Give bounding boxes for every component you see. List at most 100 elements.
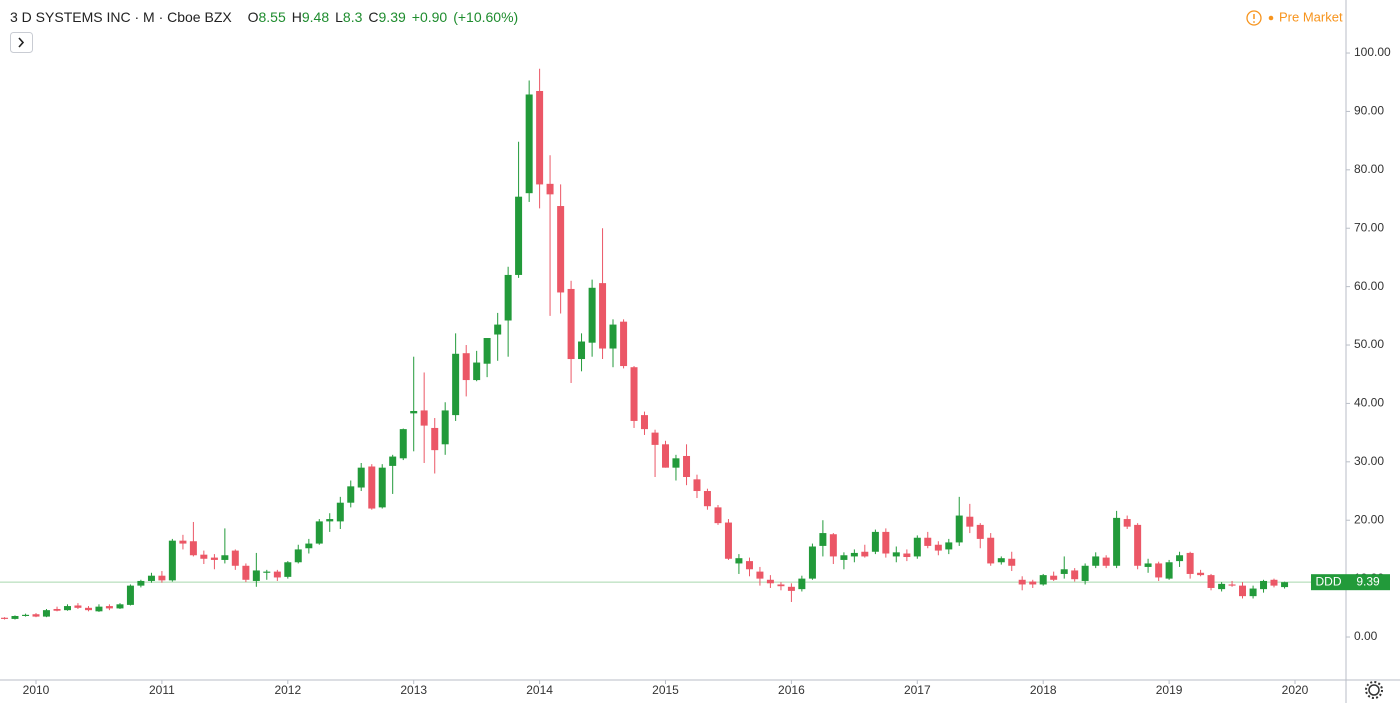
candle-body — [1228, 584, 1236, 586]
candle-body — [955, 515, 963, 543]
candle-body — [1081, 565, 1089, 581]
candle-body — [777, 584, 785, 587]
candle-body — [11, 615, 19, 619]
alert-icon-dot — [1253, 21, 1255, 23]
session-dot — [1268, 15, 1274, 21]
chevron-icon[interactable] — [18, 37, 25, 48]
candle-body — [504, 274, 512, 321]
candle-body — [672, 458, 680, 468]
candle-body — [389, 456, 397, 466]
candle-body — [787, 586, 795, 591]
candle-body — [1186, 552, 1194, 574]
candle-body — [116, 604, 124, 609]
candle-body — [756, 571, 764, 579]
ohlc-key: H — [291, 9, 302, 25]
y-tick-label: 90.00 — [1354, 104, 1384, 118]
y-tick-label: 40.00 — [1354, 396, 1384, 410]
candle-body — [189, 541, 197, 556]
candle-body — [1123, 519, 1131, 527]
candle-body — [976, 524, 984, 539]
candle-body — [1008, 558, 1016, 566]
candle-body — [997, 558, 1005, 563]
candle-body — [578, 341, 586, 360]
candle-body — [945, 542, 953, 550]
y-tick-label: 100.00 — [1354, 45, 1391, 59]
candle-body — [462, 353, 470, 381]
candle-body — [168, 540, 176, 581]
candle-body — [63, 606, 71, 611]
candle-body — [683, 455, 691, 478]
candle-body — [263, 571, 271, 573]
candle-body — [1018, 579, 1026, 585]
candle-body — [74, 605, 82, 608]
candle-body — [819, 533, 827, 546]
candle-body — [766, 579, 774, 584]
candle-body — [483, 338, 491, 364]
candle-body — [357, 467, 365, 488]
candle-body — [242, 565, 250, 580]
candle-body — [850, 552, 858, 557]
gear-icon[interactable] — [1368, 684, 1380, 696]
y-tick-label: 20.00 — [1354, 512, 1384, 526]
candle-body — [871, 531, 879, 552]
candle-body — [567, 288, 575, 360]
candle-body — [1060, 569, 1068, 574]
candle-body — [1155, 563, 1163, 578]
button-frame[interactable] — [10, 32, 33, 53]
candle-body — [525, 94, 533, 194]
candle-body — [22, 614, 30, 616]
candle-body — [420, 410, 428, 426]
candle-body — [1207, 575, 1215, 588]
price-tag — [1346, 574, 1390, 591]
candle-body — [1144, 563, 1152, 567]
candle-body — [1113, 517, 1121, 566]
ohlc-value: 9.48 — [301, 9, 330, 25]
candle-body — [620, 321, 628, 367]
x-tick-label: 2017 — [904, 683, 931, 697]
x-tick-label: 2011 — [149, 683, 175, 697]
candle-body — [599, 283, 607, 349]
candle-body — [1197, 572, 1205, 576]
candle-body — [410, 411, 418, 414]
candle-body — [651, 432, 659, 445]
candle-body — [861, 551, 869, 557]
candle-body — [966, 516, 974, 527]
y-tick-label: 80.00 — [1354, 162, 1384, 176]
session-label[interactable]: Pre Market — [1279, 9, 1343, 24]
x-tick-label: 2013 — [400, 683, 427, 697]
x-tick-label: 2016 — [778, 683, 805, 697]
candle-body — [1029, 581, 1037, 585]
candle-body — [158, 575, 166, 581]
gear-teeth — [1365, 681, 1383, 699]
candle-body — [53, 608, 61, 611]
candle-body — [1, 617, 9, 619]
settings-button[interactable] — [1365, 681, 1383, 699]
ohlc-value: 9.39 — [378, 9, 406, 25]
candle-body — [368, 466, 376, 509]
symbol-tag-label: DDD — [1316, 574, 1342, 588]
candle-body — [1281, 582, 1289, 588]
symbol-title: 3 D SYSTEMS INC · M · Cboe BZX — [10, 9, 232, 25]
candle-body — [703, 491, 711, 507]
candles — [1, 68, 1289, 620]
candle-body — [431, 427, 439, 451]
candle-body — [714, 507, 722, 524]
ohlc-key: O — [247, 9, 259, 25]
candle-body — [662, 444, 670, 468]
expand-button[interactable] — [10, 32, 33, 53]
candle-body — [399, 429, 407, 459]
candle-body — [735, 558, 743, 564]
ohlc-key: C — [368, 9, 379, 25]
candle-body — [200, 554, 208, 559]
candle-body — [42, 610, 50, 617]
session-indicator[interactable]: Pre Market — [1246, 9, 1343, 26]
x-tick-label: 2020 — [1282, 683, 1309, 697]
y-tick-label: 50.00 — [1354, 337, 1384, 351]
symbol-tag — [1311, 574, 1346, 591]
x-tick-label: 2010 — [23, 683, 50, 697]
alert-icon[interactable] — [1246, 10, 1262, 26]
candle-body — [515, 196, 523, 275]
candle-body — [1134, 524, 1142, 566]
